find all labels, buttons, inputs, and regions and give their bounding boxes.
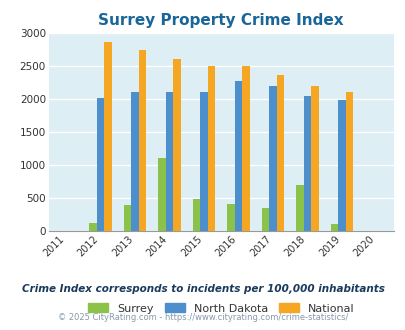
Bar	[123, 205, 131, 231]
Bar	[337, 100, 345, 231]
Text: Crime Index corresponds to incidents per 100,000 inhabitants: Crime Index corresponds to incidents per…	[21, 284, 384, 294]
Bar	[276, 75, 284, 231]
Legend: Surrey, North Dakota, National: Surrey, North Dakota, National	[85, 300, 357, 317]
Bar	[173, 59, 181, 231]
Bar	[330, 224, 337, 231]
Bar	[207, 66, 215, 231]
Bar	[242, 66, 249, 231]
Bar	[131, 92, 139, 231]
Bar	[303, 96, 311, 231]
Bar	[158, 158, 165, 231]
Bar	[139, 50, 146, 231]
Bar	[104, 42, 112, 231]
Title: Surrey Property Crime Index: Surrey Property Crime Index	[98, 13, 343, 28]
Bar	[200, 92, 207, 231]
Bar	[226, 204, 234, 231]
Bar	[89, 223, 96, 231]
Bar	[311, 86, 318, 231]
Text: © 2025 CityRating.com - https://www.cityrating.com/crime-statistics/: © 2025 CityRating.com - https://www.city…	[58, 313, 347, 322]
Bar	[261, 208, 269, 231]
Bar	[269, 86, 276, 231]
Bar	[295, 185, 303, 231]
Bar	[192, 199, 200, 231]
Bar	[234, 81, 242, 231]
Bar	[96, 98, 104, 231]
Bar	[345, 92, 353, 231]
Bar	[165, 92, 173, 231]
